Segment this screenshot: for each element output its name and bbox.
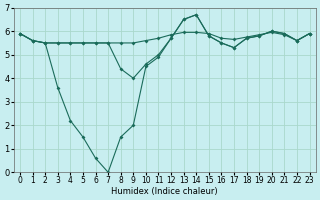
X-axis label: Humidex (Indice chaleur): Humidex (Indice chaleur) xyxy=(111,187,218,196)
